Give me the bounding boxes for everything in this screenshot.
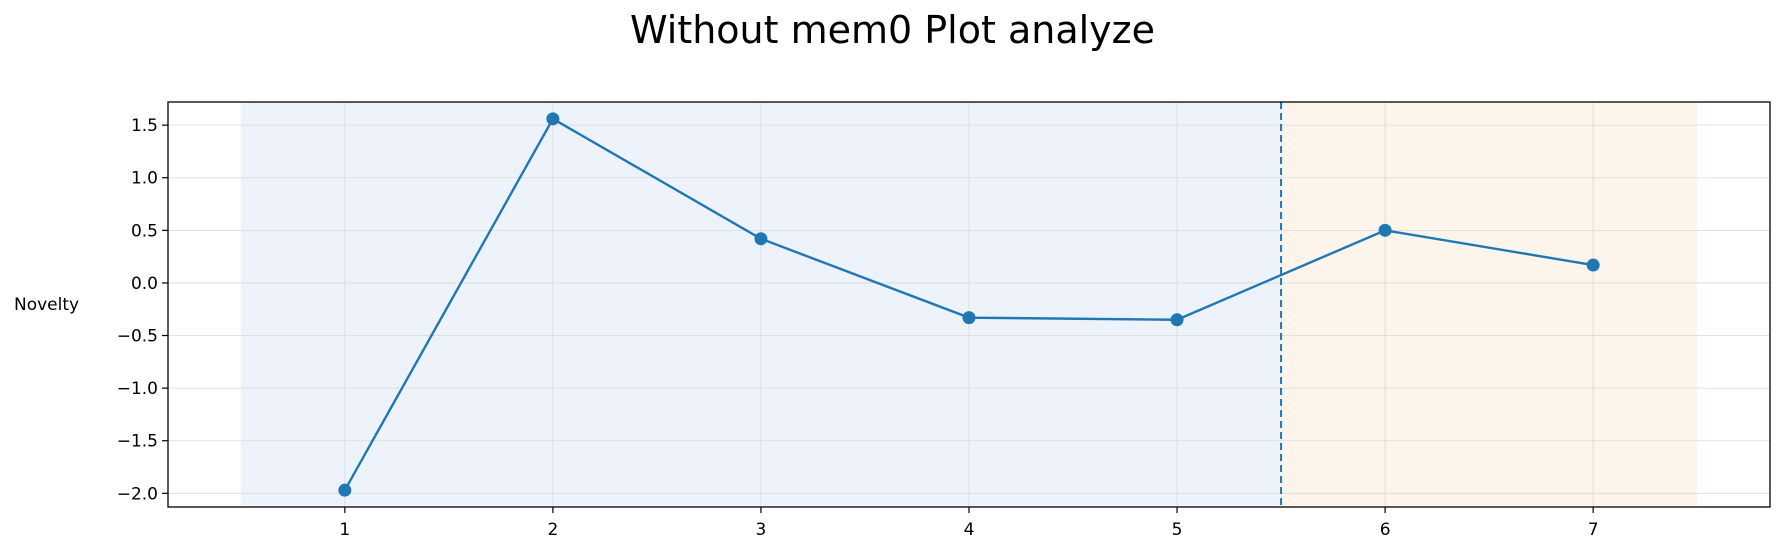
data-point [1586,258,1600,272]
x-tick-label: 1 [339,520,350,540]
y-tick-label: 1.0 [131,169,158,189]
x-tick-label: 5 [1172,520,1183,540]
y-tick-label: −2.0 [117,484,158,504]
chart-title: Without mem0 Plot analyze [630,8,1155,52]
data-point [1170,313,1184,327]
data-point [1378,223,1392,237]
y-tick-label: −1.5 [117,432,158,452]
y-ticks: 1.5 1.0 0.5 0.0 −0.5 −1.0 −1.5 −2.0 [117,116,168,504]
y-tick-label: 0.5 [131,221,158,241]
y-tick-label: −1.0 [117,379,158,399]
data-point [962,311,976,325]
x-tick-label: 7 [1588,520,1599,540]
x-tick-label: 2 [547,520,558,540]
y-tick-label: −0.5 [117,327,158,347]
data-point [338,483,352,497]
x-tick-label: 6 [1380,520,1391,540]
series-layer [338,112,1600,497]
x-tick-label: 4 [964,520,975,540]
x-ticks: 1 2 3 4 5 6 7 [339,507,1599,540]
y-tick-label: 1.5 [131,116,158,136]
y-tick-label: 0.0 [131,274,158,294]
shaded-region-2 [1281,102,1698,507]
x-tick-label: 3 [756,520,767,540]
gridlines [168,102,1770,507]
data-point [546,112,560,126]
y-axis-label: Novelty [14,295,79,315]
data-point [754,232,768,246]
